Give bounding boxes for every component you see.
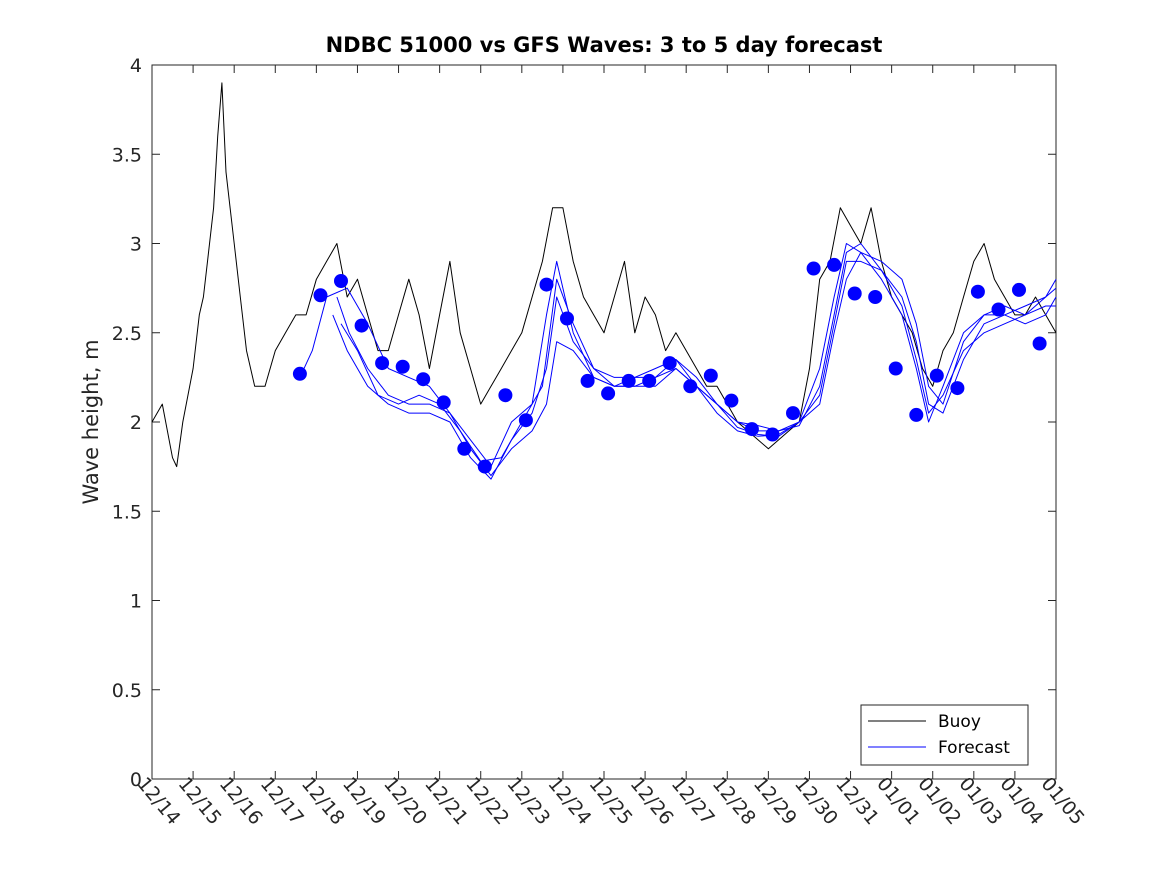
forecast-point xyxy=(991,302,1006,317)
forecast-point xyxy=(786,406,800,421)
forecast-point xyxy=(560,311,574,326)
forecast-point xyxy=(683,379,698,394)
forecast-point xyxy=(436,395,451,410)
forecast-point xyxy=(313,288,328,303)
forecast-point xyxy=(477,459,492,474)
forecast-point xyxy=(662,356,677,371)
forecast-point xyxy=(970,284,985,299)
y-tick-label: 3.5 xyxy=(112,144,142,166)
forecast-point xyxy=(744,422,759,437)
forecast-point xyxy=(909,407,924,422)
forecast-point xyxy=(498,388,513,403)
forecast-point xyxy=(703,368,718,383)
y-tick-label: 1 xyxy=(130,591,142,613)
y-tick-label: 0.5 xyxy=(112,680,142,702)
forecast-point xyxy=(827,257,842,272)
forecast-point xyxy=(518,413,533,428)
forecast-point xyxy=(1032,336,1047,351)
forecast-point xyxy=(292,366,307,381)
forecast-point xyxy=(539,277,554,292)
forecast-point xyxy=(806,261,821,276)
y-tick-label: 3 xyxy=(130,234,142,256)
forecast-point xyxy=(601,386,616,401)
forecast-point xyxy=(580,373,595,388)
chart-title: NDBC 51000 vs GFS Waves: 3 to 5 day fore… xyxy=(326,33,883,57)
forecast-point xyxy=(354,318,369,333)
forecast-point xyxy=(334,274,348,288)
legend-buoy-label: Buoy xyxy=(938,712,981,732)
forecast-point xyxy=(642,373,657,388)
forecast-point xyxy=(765,427,780,442)
y-tick-label: 1.5 xyxy=(112,501,142,523)
y-tick-label: 2.5 xyxy=(112,323,142,345)
forecast-point xyxy=(888,361,903,376)
marker-layer xyxy=(292,257,1047,474)
y-tick-label: 4 xyxy=(130,55,142,77)
legend-forecast-label: Forecast xyxy=(938,738,1010,758)
legend: Buoy Forecast xyxy=(860,704,1029,766)
forecast-point xyxy=(847,286,862,301)
forecast-point xyxy=(929,368,944,383)
forecast-point xyxy=(395,359,410,374)
forecast-point xyxy=(416,372,431,387)
y-tick-label: 0 xyxy=(130,769,142,791)
y-tick-label: 2 xyxy=(130,412,142,434)
forecast-point xyxy=(724,393,739,408)
forecast-point xyxy=(375,356,390,371)
forecast-point xyxy=(950,381,965,396)
forecast-point xyxy=(457,441,472,456)
legend-box xyxy=(860,704,1029,766)
plot-area xyxy=(151,64,1057,780)
series-line-forecast-2 xyxy=(332,260,1057,480)
y-axis-label: Wave height, m xyxy=(79,339,103,504)
forecast-point xyxy=(621,373,636,388)
series-line-forecast-4 xyxy=(340,243,1057,462)
forecast-point xyxy=(868,290,883,304)
forecast-point xyxy=(1012,282,1026,297)
